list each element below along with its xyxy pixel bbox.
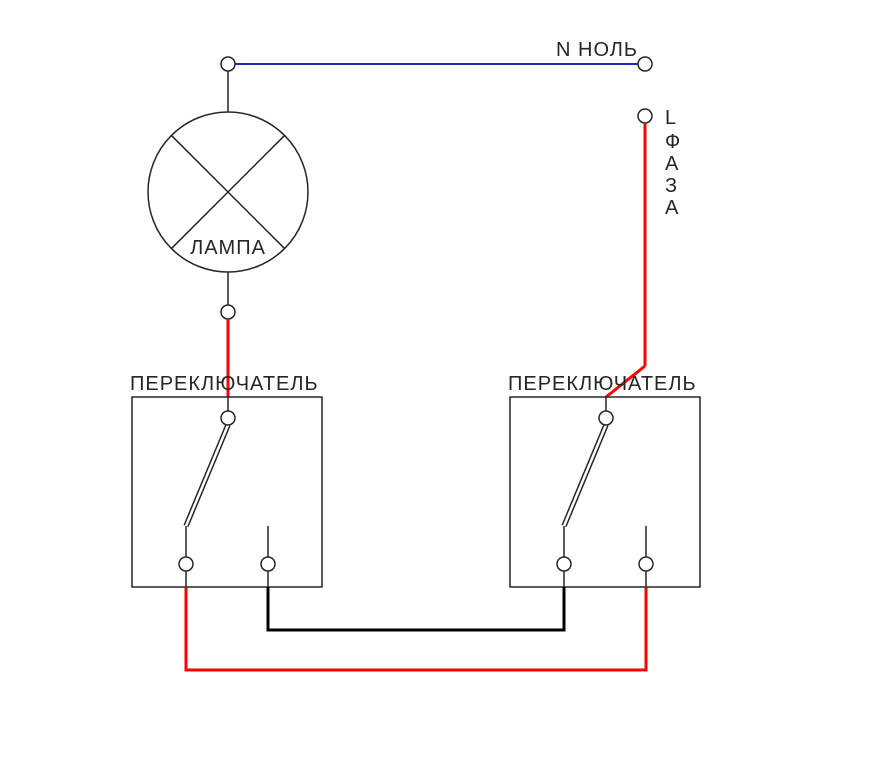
phase-word-letter: З (665, 175, 678, 197)
lamp-bottom-terminal (221, 305, 235, 319)
switch-right-arm (562, 424, 604, 525)
switch-right-left-terminal (557, 557, 571, 571)
switch-left-arm (188, 426, 230, 527)
switch-left-label: ПЕРЕКЛЮЧАТЕЛЬ (130, 373, 319, 395)
phase-terminal-top (638, 109, 652, 123)
neutral-terminal-right (638, 57, 652, 71)
wiring-diagram: N НОЛЬЛАМПАLФАЗАПЕРЕКЛЮЧАТЕЛЬПЕРЕКЛЮЧАТЕ… (0, 0, 880, 768)
traveler-black (268, 587, 564, 630)
phase-word-letter: А (665, 153, 679, 175)
phase-word-letter: А (665, 197, 679, 219)
switch-right-common-terminal (599, 411, 613, 425)
switch-right-right-terminal (639, 557, 653, 571)
lamp-label: ЛАМПА (190, 237, 266, 259)
phase-L-label: L (665, 107, 677, 129)
switch-left-arm (184, 424, 226, 525)
neutral-terminal-left (221, 57, 235, 71)
switch-right-arm (566, 426, 608, 527)
switch-right-label: ПЕРЕКЛЮЧАТЕЛЬ (508, 373, 697, 395)
neutral-label: N НОЛЬ (556, 39, 638, 61)
switch-left-right-terminal (261, 557, 275, 571)
switch-left-left-terminal (179, 557, 193, 571)
phase-word-letter: Ф (665, 131, 681, 153)
switch-left-common-terminal (221, 411, 235, 425)
